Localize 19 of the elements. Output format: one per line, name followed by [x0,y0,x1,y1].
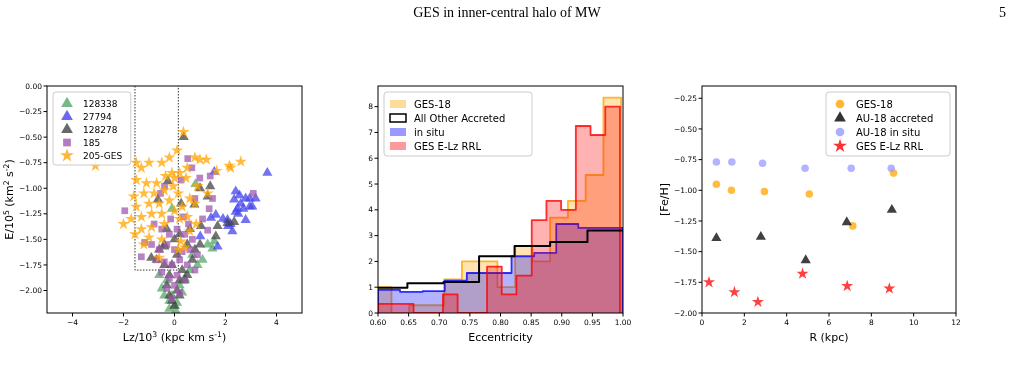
x-axis-title: Eccentricity [468,331,534,344]
legend-label: 128338 [83,98,118,109]
y-axis-title: [Fe/H] [658,182,671,217]
legend-label: AU-18 accreted [856,112,934,124]
legend-label: GES E-Lz RRL [856,140,924,152]
legend-label: GES-18 [856,98,893,110]
legend-label: 185 [83,137,101,148]
text: GES in inner-central halo of MW [413,5,602,20]
legend-label: AU-18 in situ [856,126,921,138]
legend-label: GES-18 [414,98,451,110]
x-axis-title: Lz/10$^{3}$ (kpc km s$^{-1}$) [122,329,227,344]
text: 5 [999,5,1006,20]
legend-label: in situ [414,126,445,138]
legend-label: 128278 [83,124,118,135]
legend-label: 27794 [83,111,112,122]
legend-label: All Other Accreted [414,112,506,124]
legend-label: 205-GES [83,150,123,161]
x-axis-title: R (kpc) [809,331,849,344]
legend-label: GES E-Lz RRL [414,140,482,152]
